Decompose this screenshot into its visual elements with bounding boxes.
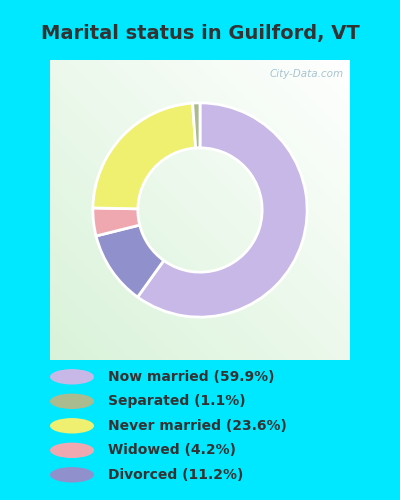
Circle shape bbox=[50, 442, 94, 458]
Text: Marital status in Guilford, VT: Marital status in Guilford, VT bbox=[41, 24, 359, 42]
Text: Separated (1.1%): Separated (1.1%) bbox=[108, 394, 246, 408]
Circle shape bbox=[50, 369, 94, 384]
Wedge shape bbox=[193, 103, 200, 148]
Wedge shape bbox=[93, 103, 196, 209]
Circle shape bbox=[50, 394, 94, 409]
Text: Divorced (11.2%): Divorced (11.2%) bbox=[108, 468, 243, 482]
Wedge shape bbox=[96, 225, 164, 297]
Wedge shape bbox=[138, 103, 307, 317]
Circle shape bbox=[50, 418, 94, 434]
Text: Widowed (4.2%): Widowed (4.2%) bbox=[108, 444, 236, 458]
Wedge shape bbox=[93, 208, 140, 236]
Text: Now married (59.9%): Now married (59.9%) bbox=[108, 370, 274, 384]
Text: Never married (23.6%): Never married (23.6%) bbox=[108, 419, 287, 433]
Text: City-Data.com: City-Data.com bbox=[270, 69, 344, 79]
Circle shape bbox=[50, 467, 94, 482]
